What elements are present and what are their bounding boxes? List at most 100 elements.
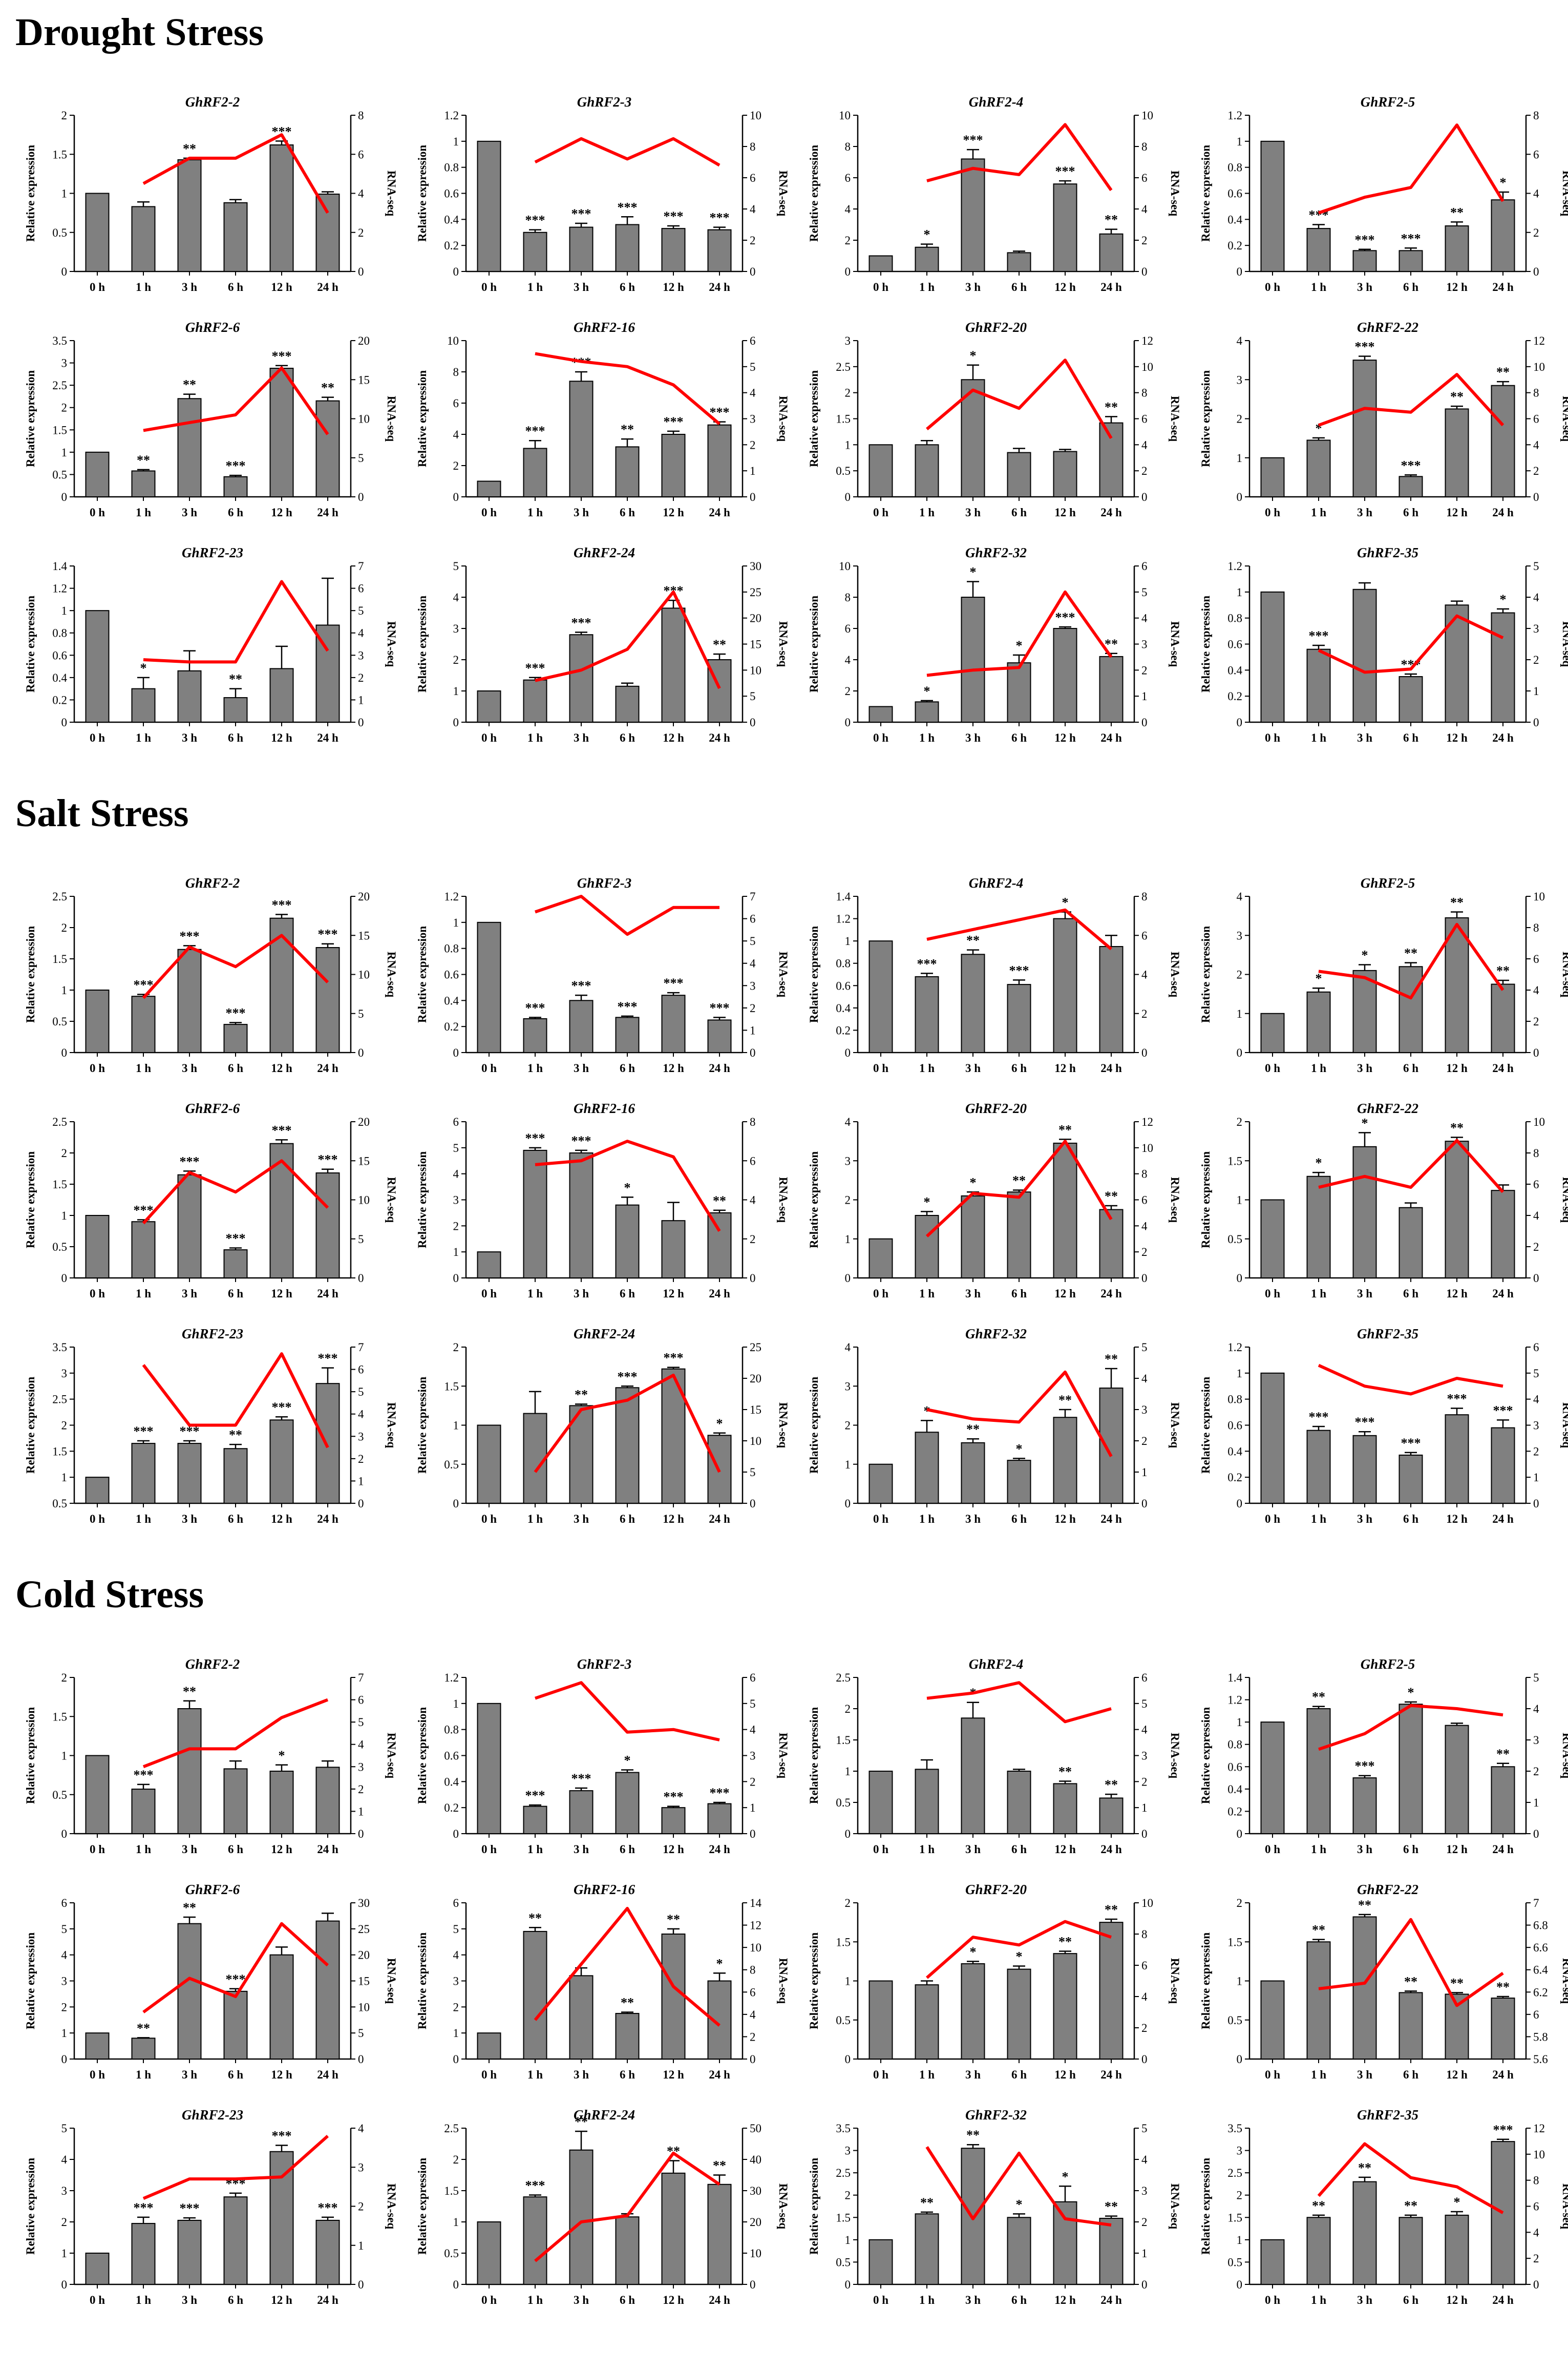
right-tick-label: 3 [1141,1403,1148,1416]
rna-seq-line [1318,1139,1505,1193]
right-tick-label: 10 [1533,1116,1545,1128]
significance-label: ** [621,1996,634,2010]
rna-seq-line [143,580,329,664]
x-tick-label: 1 h [1311,2294,1326,2306]
bar [915,444,939,497]
x-tick-label: 1 h [136,1843,151,1856]
significance-label: ** [1058,1393,1072,1408]
left-tick-label: 0.8 [836,957,851,970]
right-tick-label: 1 [1533,1796,1539,1809]
left-tick-label: 1.5 [52,1445,67,1458]
x-tick-label: 6 h [1403,731,1418,744]
left-tick-label: 5 [61,2122,68,2135]
x-tick-label: 0 h [873,2294,888,2306]
right-tick-label: 20 [358,1116,370,1128]
x-tick-label: 0 h [873,1287,888,1300]
y-axis-label: Relative expression [416,370,429,468]
right-tick-label: 2 [750,1233,756,1246]
left-tick-label: 1 [453,916,459,929]
y-axis-label: Relative expression [24,370,37,468]
significance-label: *** [318,2200,338,2215]
x-tick-label: 6 h [1403,2294,1418,2306]
x-tick-label: 24 h [317,2068,338,2081]
right-tick-label: 4 [1141,612,1148,625]
x-tick-label: 3 h [1357,1062,1372,1075]
bar [661,1934,686,2060]
bar [961,1442,985,1504]
right-tick-label: 8 [1141,1928,1148,1941]
y-axis-label: Relative expression [416,145,429,242]
left-tick-label: 10 [839,560,851,573]
significance-label: *** [134,2200,154,2215]
x-tick-label: 12 h [1446,1513,1468,1525]
bar [1260,1013,1285,1053]
right-tick-label: 5 [358,1233,364,1246]
right-tick-label: 30 [750,560,761,573]
bar [523,1149,547,1279]
x-tick-label: 3 h [182,2294,197,2306]
left-tick-label: 0.5 [836,465,851,477]
bar [1099,1209,1124,1278]
right-tick-label: 4 [750,2008,756,2021]
significance-label: * [1062,2169,1069,2184]
left-tick-label: 3 [61,2185,68,2197]
right-tick-label: 4 [358,187,364,200]
significance-label: ** [1058,1935,1072,1949]
left-tick-label: 0 [1237,1046,1243,1059]
bar [223,2196,248,2285]
left-tick-label: 0 [61,2053,68,2066]
significance-label: *** [1055,610,1075,625]
bar [85,2032,110,2060]
right-tick-label: 6 [1141,929,1148,942]
left-tick-label: 1.5 [1227,1154,1242,1167]
section-title-drought: Drought Stress [15,11,264,54]
x-tick-label: 24 h [317,506,338,519]
right-tick-label: 6 [1533,1178,1539,1191]
right-tick-label: 6 [1141,560,1148,573]
left-tick-label: 3 [453,1975,459,1988]
y-axis-label: Relative expression [1199,370,1212,468]
bar [961,597,985,723]
x-tick-label: 0 h [90,2068,105,2081]
x-tick-label: 24 h [709,2294,730,2306]
chart-title: GhRF2-22 [1357,1101,1418,1116]
x-tick-label: 3 h [182,1513,197,1525]
x-tick-label: 0 h [481,1513,497,1525]
bar [177,159,202,272]
significance-label: ** [1496,365,1510,380]
chart-panel: GhRF2-3 0 0.2 0.4 0.6 0.8 1 1.2 0 1 2 3 4 5 6 7 Relative… [416,875,790,1075]
x-tick-label: 24 h [709,1843,730,1856]
significance-label: ** [713,1193,726,1208]
bar [569,634,594,723]
bar [315,1767,340,1834]
chart-title: GhRF2-24 [574,1326,635,1341]
rna-seq-line [925,2146,1112,2227]
right-tick-label: 2 [1533,1445,1539,1458]
section-title-salt: Salt Stress [15,792,189,835]
significance-label: ** [667,1912,680,1927]
right-tick-label: 3 [1141,638,1148,651]
bar [868,1980,893,2060]
bar [177,398,202,497]
x-tick-label: 3 h [182,506,197,519]
rna-seq-line [534,1906,721,2027]
significance-label: ** [1312,1690,1325,1705]
significance-label: *** [180,2201,200,2216]
x-tick-label: 24 h [1492,731,1514,744]
bar [269,917,294,1053]
bar [1445,604,1469,723]
significance-label: *** [571,1771,591,1786]
x-tick-label: 3 h [182,281,197,293]
x-tick-label: 1 h [527,731,543,744]
significance-label: *** [1355,233,1375,247]
x-tick-label: 12 h [1054,1062,1076,1075]
left-tick-label: 0.8 [1227,1738,1242,1751]
left-tick-label: 0 [1237,1828,1243,1840]
x-tick-label: 3 h [574,1843,589,1856]
x-tick-label: 3 h [574,2294,589,2306]
x-tick-label: 0 h [481,2294,497,2306]
left-tick-label: 1 [1237,1194,1243,1207]
significance-label: *** [618,999,638,1014]
